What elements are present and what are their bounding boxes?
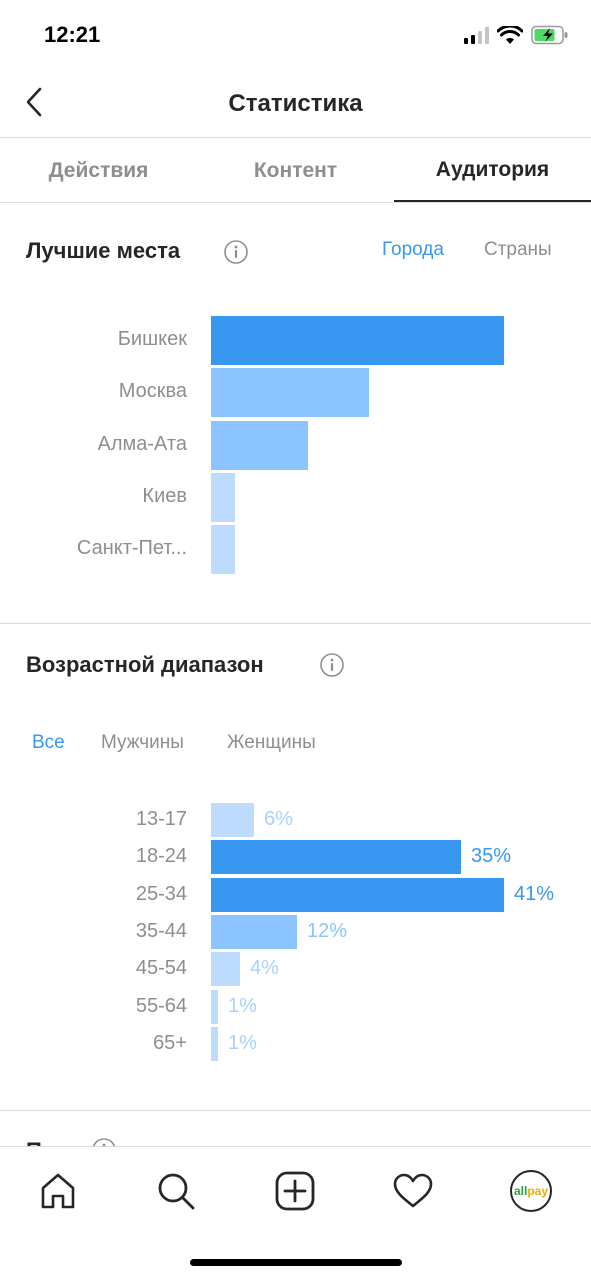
- tab-audience[interactable]: Аудитория: [394, 139, 591, 202]
- tab-content[interactable]: Контент: [253, 158, 338, 182]
- tab-actions[interactable]: Действия: [48, 158, 149, 182]
- age-percent-label: 6%: [264, 808, 293, 830]
- age-group-label: 65+: [153, 1031, 187, 1054]
- place-bar: [211, 525, 235, 575]
- cellular-signal-icon: [464, 26, 489, 44]
- info-icon[interactable]: [320, 653, 344, 677]
- home-button[interactable]: [36, 1169, 80, 1213]
- home-icon: [41, 1173, 75, 1209]
- age-group-label: 13-17: [135, 808, 187, 830]
- segment-cities[interactable]: Города: [382, 239, 444, 260]
- age-group-label: 25-34: [135, 882, 187, 905]
- age-bar: [211, 877, 504, 912]
- profile-button[interactable]: allpay: [509, 1169, 553, 1213]
- section-divider: [0, 623, 591, 624]
- segment-all[interactable]: Все: [32, 732, 65, 753]
- status-time: 12:21: [44, 22, 101, 47]
- activity-button[interactable]: [391, 1169, 435, 1213]
- place-label: Алма-Ата: [97, 432, 187, 455]
- chevron-left-icon: [26, 87, 42, 117]
- age-bar: [211, 840, 461, 875]
- age-group-label: 35-44: [135, 919, 187, 942]
- age-group-label: 45-54: [135, 957, 187, 980]
- age-percent-label: 4%: [250, 957, 279, 980]
- age-bar: [211, 989, 218, 1024]
- segment-women[interactable]: Женщины: [227, 732, 316, 753]
- home-indicator: [190, 1259, 402, 1266]
- add-post-icon: [275, 1171, 315, 1211]
- section-divider: [0, 1110, 591, 1111]
- age-percent-label: 41%: [514, 882, 555, 905]
- age-range-title: Возрастной диапазон: [26, 652, 264, 677]
- status-icons: [464, 25, 569, 45]
- place-label: Санкт-Пет...: [76, 537, 187, 560]
- age-percent-label: 1%: [228, 1031, 257, 1054]
- top-places-title: Лучшие места: [26, 238, 181, 263]
- place-label: Киев: [142, 484, 187, 507]
- new-post-button[interactable]: [273, 1169, 317, 1213]
- place-label: Москва: [118, 380, 187, 403]
- wifi-icon: [497, 25, 523, 44]
- insights-tabs: Действия Контент Аудитория: [0, 139, 591, 203]
- activity-heart-icon: [393, 1173, 433, 1208]
- search-button[interactable]: [154, 1169, 198, 1213]
- navigation-bar: Статистика: [0, 70, 591, 138]
- age-percent-label: 35%: [471, 845, 512, 868]
- age-bar: [211, 914, 297, 949]
- battery-charging-icon: [531, 25, 568, 45]
- bottom-navigation: allpay: [0, 1146, 591, 1280]
- info-icon[interactable]: [224, 240, 248, 264]
- age-bar: [211, 1026, 218, 1061]
- search-icon: [158, 1173, 195, 1210]
- age-group-label: 55-64: [135, 994, 187, 1017]
- age-bar: [211, 952, 240, 987]
- age-group-label: 18-24: [135, 845, 187, 868]
- avatar: allpay: [510, 1170, 552, 1212]
- status-bar: 12:21: [0, 0, 591, 70]
- age-bar: [211, 803, 254, 837]
- back-button[interactable]: [14, 82, 54, 122]
- segment-men[interactable]: Мужчины: [101, 732, 184, 753]
- page-title: Статистика: [228, 90, 363, 117]
- avatar-logo-text: allpay: [513, 1184, 549, 1198]
- age-percent-label: 12%: [307, 919, 348, 942]
- place-bar: [211, 472, 235, 522]
- age-percent-label: 1%: [228, 994, 257, 1017]
- place-bar: [211, 316, 504, 365]
- place-bar: [211, 368, 369, 418]
- segment-countries[interactable]: Страны: [484, 239, 552, 260]
- place-bar: [211, 420, 308, 470]
- place-label: Бишкек: [117, 328, 187, 350]
